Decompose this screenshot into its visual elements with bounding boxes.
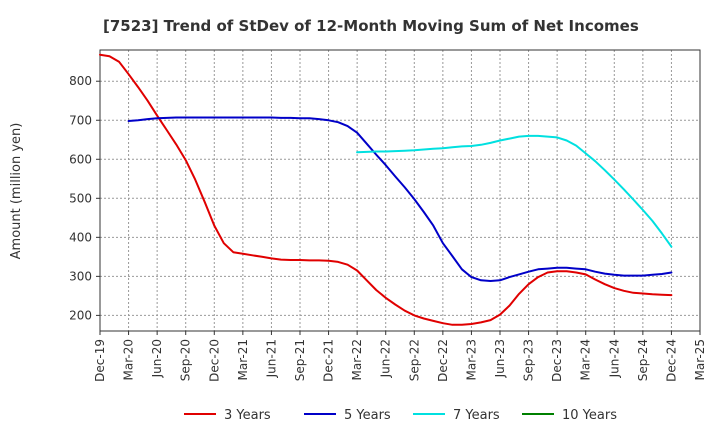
x-tick-label: Dec-19 [93, 339, 107, 382]
y-tick-label: 400 [69, 230, 92, 244]
grid [99, 50, 701, 331]
legend-label: 7 Years [453, 408, 500, 423]
x-tick-label: Dec-24 [664, 339, 678, 382]
x-tick-label: Sep-23 [522, 339, 536, 381]
legend-label: 3 Years [224, 408, 271, 423]
x-tick-label: Dec-22 [436, 339, 450, 382]
x-tick-label: Mar-25 [693, 339, 707, 380]
x-tick-label: Mar-23 [464, 339, 478, 380]
x-tick-label: Mar-20 [122, 339, 136, 380]
x-tick-label: Mar-21 [236, 339, 250, 380]
x-tick-label: Jun-20 [150, 339, 164, 378]
y-axis-title: Amount (million yen) [9, 123, 24, 260]
legend-item-5-years: 5 Years [304, 408, 391, 423]
legend-label: 5 Years [344, 408, 391, 423]
y-tick-label: 700 [69, 113, 92, 127]
y-axis: 200 300 400 500 600 700 800 [69, 74, 100, 322]
plot-area [100, 50, 700, 331]
x-tick-label: Mar-22 [350, 339, 364, 380]
x-tick-label: Sep-24 [636, 339, 650, 381]
legend-label: 10 Years [562, 408, 617, 423]
plot-frame [99, 49, 701, 332]
y-tick-label: 600 [69, 152, 92, 166]
x-tick-label: Jun-21 [264, 339, 278, 378]
y-tick-label: 800 [69, 74, 92, 88]
series-line-5-years [127, 116, 673, 282]
y-tick-label: 300 [69, 269, 92, 283]
x-tick-label: Mar-24 [579, 339, 593, 380]
x-tick-label: Sep-21 [293, 339, 307, 381]
y-tick-label: 200 [69, 308, 92, 322]
legend-item-7-years: 7 Years [413, 408, 500, 423]
series-layer [99, 53, 673, 326]
series-line-7-years [356, 134, 673, 248]
x-axis: Dec-19 Mar-20 Jun-20 Sep-20 Dec-20 Mar-21 Jun-… [93, 331, 707, 382]
x-tick-label: Jun-22 [379, 339, 393, 378]
y-tick-label: 500 [69, 191, 92, 205]
x-tick-label: Dec-23 [550, 339, 564, 382]
x-tick-label: Jun-24 [607, 339, 621, 378]
chart-title: [7523] Trend of StDev of 12-Month Moving… [103, 17, 639, 35]
legend: 3 Years 5 Years 7 Years 10 Years [184, 408, 617, 423]
x-tick-label: Dec-20 [207, 339, 221, 382]
x-tick-label: Sep-20 [179, 339, 193, 381]
legend-item-10-years: 10 Years [522, 408, 617, 423]
x-tick-label: Dec-21 [322, 339, 336, 382]
x-tick-label: Sep-22 [407, 339, 421, 381]
series-line-3-years [99, 53, 673, 326]
x-tick-label: Jun-23 [493, 339, 507, 378]
legend-item-3-years: 3 Years [184, 408, 271, 423]
